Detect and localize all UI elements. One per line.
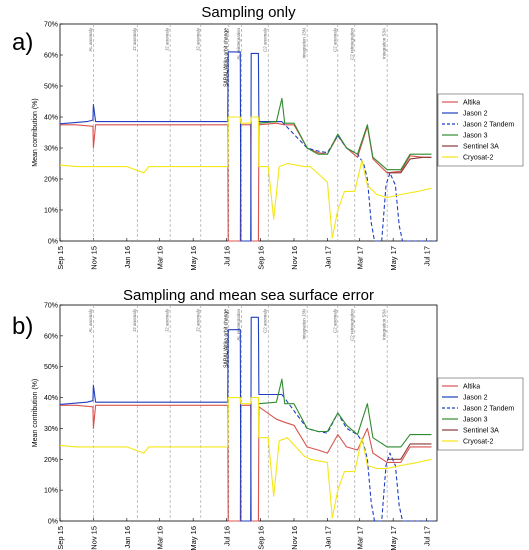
x-tick-label: Mar 16 xyxy=(156,526,165,549)
legend-label: Altika xyxy=(463,384,480,391)
series-line xyxy=(60,404,432,522)
series-line xyxy=(387,156,432,174)
y-tick-label: 70% xyxy=(44,22,58,29)
y-tick-label: 0% xyxy=(48,239,58,246)
series-line xyxy=(281,121,435,242)
y-tick-label: 10% xyxy=(44,208,58,215)
event-label: AL reintegration xyxy=(236,309,241,341)
y-tick-label: 0% xyxy=(48,519,58,526)
x-tick-label: May 16 xyxy=(189,526,198,550)
event-label: C2 reintegration xyxy=(349,309,354,342)
legend-box xyxy=(437,377,524,451)
x-tick-label: Mar 17 xyxy=(356,526,365,549)
event-label: Integration S3A xyxy=(382,28,387,59)
y-axis-label: Mean contribution (%) xyxy=(32,379,39,447)
panel-letter: a) xyxy=(12,29,33,56)
x-tick-label: May 16 xyxy=(189,246,198,271)
x-tick-label: Nov 16 xyxy=(290,526,299,550)
series-line xyxy=(387,443,432,460)
x-tick-label: Jul 17 xyxy=(423,246,432,266)
legend-label: Sentinel 3A xyxy=(463,144,499,151)
legend-label: Jason 3 xyxy=(463,417,488,424)
panel-b: Sampling and mean sea surface error b) 0% 1… xyxy=(12,287,524,550)
x-tick-label: Jul 16 xyxy=(223,526,232,546)
series-line xyxy=(59,397,432,519)
x-tick-label: Jul 17 xyxy=(423,526,432,546)
legend-label: Jason 3 xyxy=(463,133,488,140)
series-line xyxy=(59,116,432,239)
legend-box xyxy=(437,93,524,167)
event-label: AL anomaly xyxy=(88,27,93,51)
legend-label: Cryosat-2 xyxy=(463,439,493,446)
event-label: Integration J3N xyxy=(302,28,307,59)
y-tick-label: 40% xyxy=(44,115,58,122)
y-tick-label: 50% xyxy=(44,84,58,91)
series-line xyxy=(258,378,432,448)
event-label: C2 reintegration xyxy=(349,28,354,61)
event-label: J2 anomaly xyxy=(132,27,137,51)
x-tick-label: Jan 17 xyxy=(323,526,332,549)
panel-title: Sampling and mean sea surface error xyxy=(123,287,374,304)
event-label: J2 anomaly xyxy=(132,308,137,332)
event-label: C2 anomaly xyxy=(263,27,268,52)
event-label: J2 anomaly xyxy=(165,27,170,51)
event-label: J2 anomaly xyxy=(195,308,200,332)
event-label: J2 anomaly xyxy=(195,27,200,51)
y-tick-label: 60% xyxy=(44,333,58,340)
y-tick-label: 50% xyxy=(44,364,58,371)
series-line xyxy=(60,122,432,242)
y-axis-label: Mean contribution (%) xyxy=(32,98,39,166)
x-tick-label: Jan 17 xyxy=(323,246,332,269)
x-tick-label: Nov 15 xyxy=(89,526,98,550)
event-label: C2 anomaly xyxy=(263,308,268,333)
x-tick-label: Jan 16 xyxy=(123,246,132,269)
y-tick-label: 20% xyxy=(44,177,58,184)
y-tick-label: 30% xyxy=(44,146,58,153)
y-tick-label: 40% xyxy=(44,395,58,402)
legend-label: Sentinel 3A xyxy=(463,428,499,435)
plot-frame xyxy=(59,23,438,242)
panel-letter: b) xyxy=(12,313,33,340)
x-tick-label: Nov 16 xyxy=(290,246,299,270)
panel-title: Sampling only xyxy=(201,4,296,21)
series-line xyxy=(59,51,282,242)
x-tick-label: May 17 xyxy=(389,526,398,550)
panel-a: Sampling only a) 0% 10% 20% 30% 40% 50% 60% 70% Me… xyxy=(12,4,524,271)
series-line xyxy=(281,394,435,522)
event-label: AL reintegration xyxy=(236,28,241,60)
y-tick-label: 60% xyxy=(44,53,58,60)
legend-label: Jason 2 xyxy=(463,395,488,402)
event-label: AL anomaly xyxy=(88,308,93,332)
legend-label: Altika xyxy=(463,100,480,107)
x-tick-label: Mar 16 xyxy=(156,246,165,269)
x-tick-label: Sep 16 xyxy=(257,246,266,270)
plot-frame xyxy=(59,304,438,522)
series-line xyxy=(59,316,282,522)
y-tick-label: 20% xyxy=(44,457,58,464)
legend-label: Jason 2 xyxy=(463,111,488,118)
event-label: Integration J3N xyxy=(302,309,307,340)
legend-label: Jason 2 Tandem xyxy=(463,406,514,413)
y-tick-label: 70% xyxy=(44,303,58,310)
x-tick-label: May 17 xyxy=(389,246,398,271)
event-label: C2 anomaly xyxy=(332,308,337,333)
legend-label: Cryosat-2 xyxy=(463,155,493,162)
legend-label: Jason 2 Tandem xyxy=(463,122,514,129)
series-line xyxy=(258,97,432,171)
y-tick-label: 10% xyxy=(44,488,58,495)
event-label: J2 anomaly xyxy=(165,308,170,332)
x-tick-label: Sep 15 xyxy=(56,526,65,550)
x-tick-label: Sep 16 xyxy=(257,526,266,550)
event-label: Integration S3A xyxy=(382,309,387,340)
event-label: SARAL/Altika orbit change xyxy=(223,28,229,87)
x-tick-label: Mar 17 xyxy=(356,246,365,269)
x-tick-label: Jan 16 xyxy=(123,526,132,549)
event-label: SARAL/Altika orbit change xyxy=(223,309,229,368)
x-tick-label: Sep 15 xyxy=(56,246,65,270)
x-tick-label: Jul 16 xyxy=(223,246,232,266)
x-tick-label: Nov 15 xyxy=(89,246,98,270)
y-tick-label: 30% xyxy=(44,426,58,433)
event-label: C2 anomaly xyxy=(332,27,337,52)
